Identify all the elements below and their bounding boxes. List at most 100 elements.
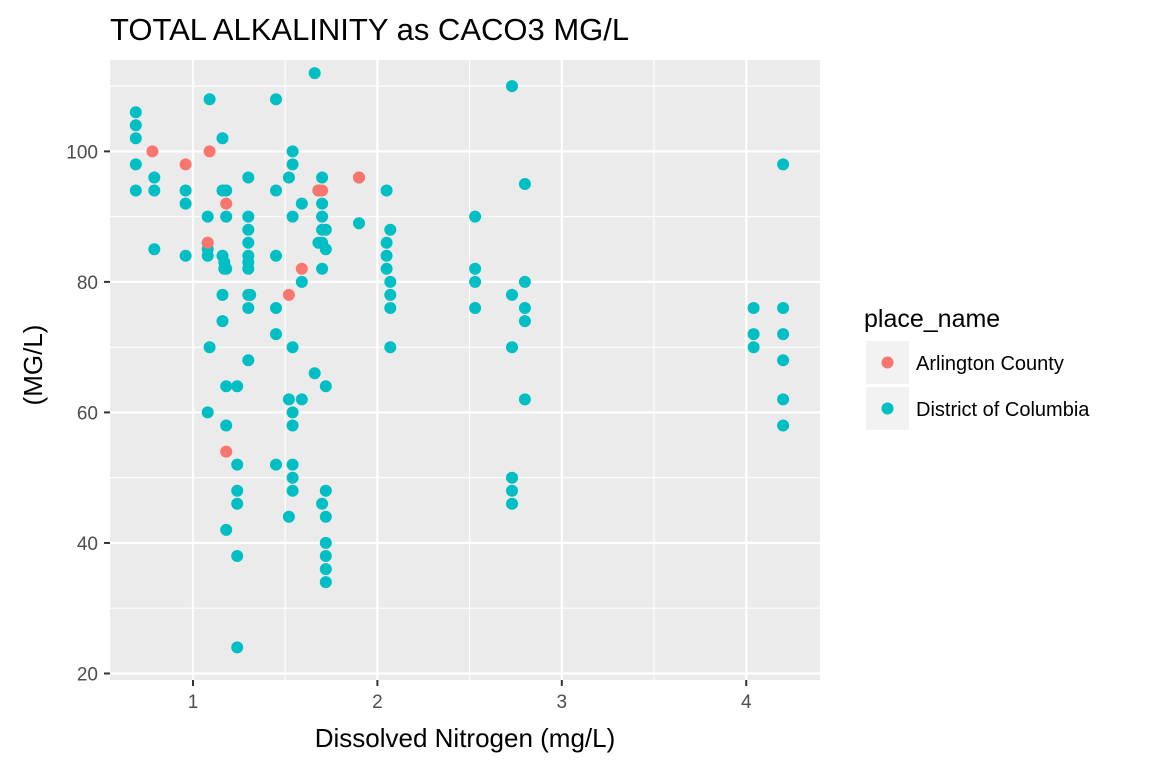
- point-district-of-columbia: [777, 328, 790, 341]
- y-axis-title: (MG/L): [18, 325, 48, 406]
- point-district-of-columbia: [220, 184, 233, 197]
- point-district-of-columbia: [316, 197, 329, 210]
- point-district-of-columbia: [242, 302, 255, 314]
- point-district-of-columbia: [244, 288, 257, 301]
- point-district-of-columbia: [469, 302, 482, 314]
- point-district-of-columbia: [319, 550, 332, 562]
- point-district-of-columbia: [380, 184, 393, 197]
- point-arlington-county: [295, 262, 308, 275]
- point-arlington-county: [282, 288, 295, 301]
- point-district-of-columbia: [286, 406, 299, 419]
- point-district-of-columbia: [319, 510, 332, 523]
- point-district-of-columbia: [216, 288, 229, 301]
- y-tick-label: 80: [77, 273, 98, 294]
- point-district-of-columbia: [353, 217, 365, 230]
- point-district-of-columbia: [220, 523, 233, 536]
- point-arlington-county: [179, 158, 192, 171]
- point-district-of-columbia: [469, 262, 482, 275]
- point-district-of-columbia: [506, 484, 518, 497]
- point-arlington-county: [203, 145, 216, 158]
- point-district-of-columbia: [518, 275, 531, 288]
- point-district-of-columbia: [319, 536, 332, 549]
- point-district-of-columbia: [506, 341, 518, 354]
- point-district-of-columbia: [231, 497, 244, 510]
- point-district-of-columbia: [286, 458, 299, 471]
- x-tick-label: 3: [557, 692, 568, 713]
- point-district-of-columbia: [270, 328, 282, 341]
- point-district-of-columbia: [518, 178, 531, 190]
- point-district-of-columbia: [380, 262, 393, 275]
- point-district-of-columbia: [242, 236, 255, 249]
- point-arlington-county: [316, 184, 329, 197]
- point-district-of-columbia: [148, 171, 161, 184]
- x-tick-label: 2: [372, 692, 383, 713]
- x-axis-title: Dissolved Nitrogen (mg/L): [315, 723, 616, 753]
- y-tick-label: 60: [77, 403, 98, 424]
- point-district-of-columbia: [384, 302, 397, 314]
- point-district-of-columbia: [469, 210, 482, 223]
- x-tick-label: 1: [188, 692, 199, 713]
- point-district-of-columbia: [270, 93, 282, 106]
- point-arlington-county: [146, 145, 159, 158]
- point-district-of-columbia: [319, 243, 332, 256]
- point-district-of-columbia: [179, 184, 192, 197]
- point-district-of-columbia: [308, 67, 321, 80]
- point-district-of-columbia: [777, 302, 790, 314]
- point-district-of-columbia: [308, 367, 321, 380]
- point-district-of-columbia: [295, 197, 308, 210]
- point-district-of-columbia: [231, 458, 244, 471]
- legend: place_name Arlington County District of …: [864, 305, 1090, 430]
- point-district-of-columbia: [282, 171, 295, 184]
- x-tick-label: 4: [741, 692, 752, 713]
- point-district-of-columbia: [777, 354, 790, 367]
- point-district-of-columbia: [286, 471, 299, 484]
- point-district-of-columbia: [179, 249, 192, 262]
- point-district-of-columbia: [203, 341, 216, 354]
- point-arlington-county: [201, 236, 214, 249]
- point-arlington-county: [220, 197, 233, 210]
- point-district-of-columbia: [242, 223, 255, 236]
- point-district-of-columbia: [319, 223, 332, 236]
- point-district-of-columbia: [231, 380, 244, 393]
- legend-title: place_name: [864, 305, 1000, 333]
- point-district-of-columbia: [506, 80, 518, 93]
- point-district-of-columbia: [231, 484, 244, 497]
- point-district-of-columbia: [777, 393, 790, 406]
- point-district-of-columbia: [518, 302, 531, 314]
- point-district-of-columbia: [469, 275, 482, 288]
- point-district-of-columbia: [747, 328, 760, 341]
- point-district-of-columbia: [129, 106, 142, 119]
- point-arlington-county: [353, 171, 365, 184]
- point-district-of-columbia: [270, 184, 282, 197]
- legend-key-dc: [881, 402, 894, 415]
- point-district-of-columbia: [203, 93, 216, 106]
- point-district-of-columbia: [201, 249, 214, 262]
- point-district-of-columbia: [216, 315, 229, 328]
- point-district-of-columbia: [129, 119, 142, 132]
- point-district-of-columbia: [384, 275, 397, 288]
- point-district-of-columbia: [286, 484, 299, 497]
- point-district-of-columbia: [148, 243, 161, 256]
- legend-label-dc: District of Columbia: [916, 399, 1090, 421]
- point-district-of-columbia: [220, 419, 233, 432]
- axis-ticks: 1 2 3 4 20 40 60 80 100: [66, 142, 752, 713]
- plot-panel: [110, 60, 820, 680]
- point-district-of-columbia: [129, 184, 142, 197]
- point-district-of-columbia: [220, 380, 233, 393]
- point-district-of-columbia: [380, 249, 393, 262]
- point-district-of-columbia: [319, 563, 332, 576]
- y-tick-label: 40: [77, 534, 98, 555]
- point-district-of-columbia: [231, 550, 244, 562]
- point-district-of-columbia: [295, 275, 308, 288]
- point-district-of-columbia: [220, 262, 233, 275]
- point-district-of-columbia: [316, 171, 329, 184]
- point-district-of-columbia: [286, 210, 299, 223]
- point-district-of-columbia: [129, 132, 142, 145]
- point-district-of-columbia: [270, 458, 282, 471]
- point-arlington-county: [220, 445, 233, 458]
- point-district-of-columbia: [747, 302, 760, 314]
- point-district-of-columbia: [384, 341, 397, 354]
- point-district-of-columbia: [316, 497, 329, 510]
- point-district-of-columbia: [282, 510, 295, 523]
